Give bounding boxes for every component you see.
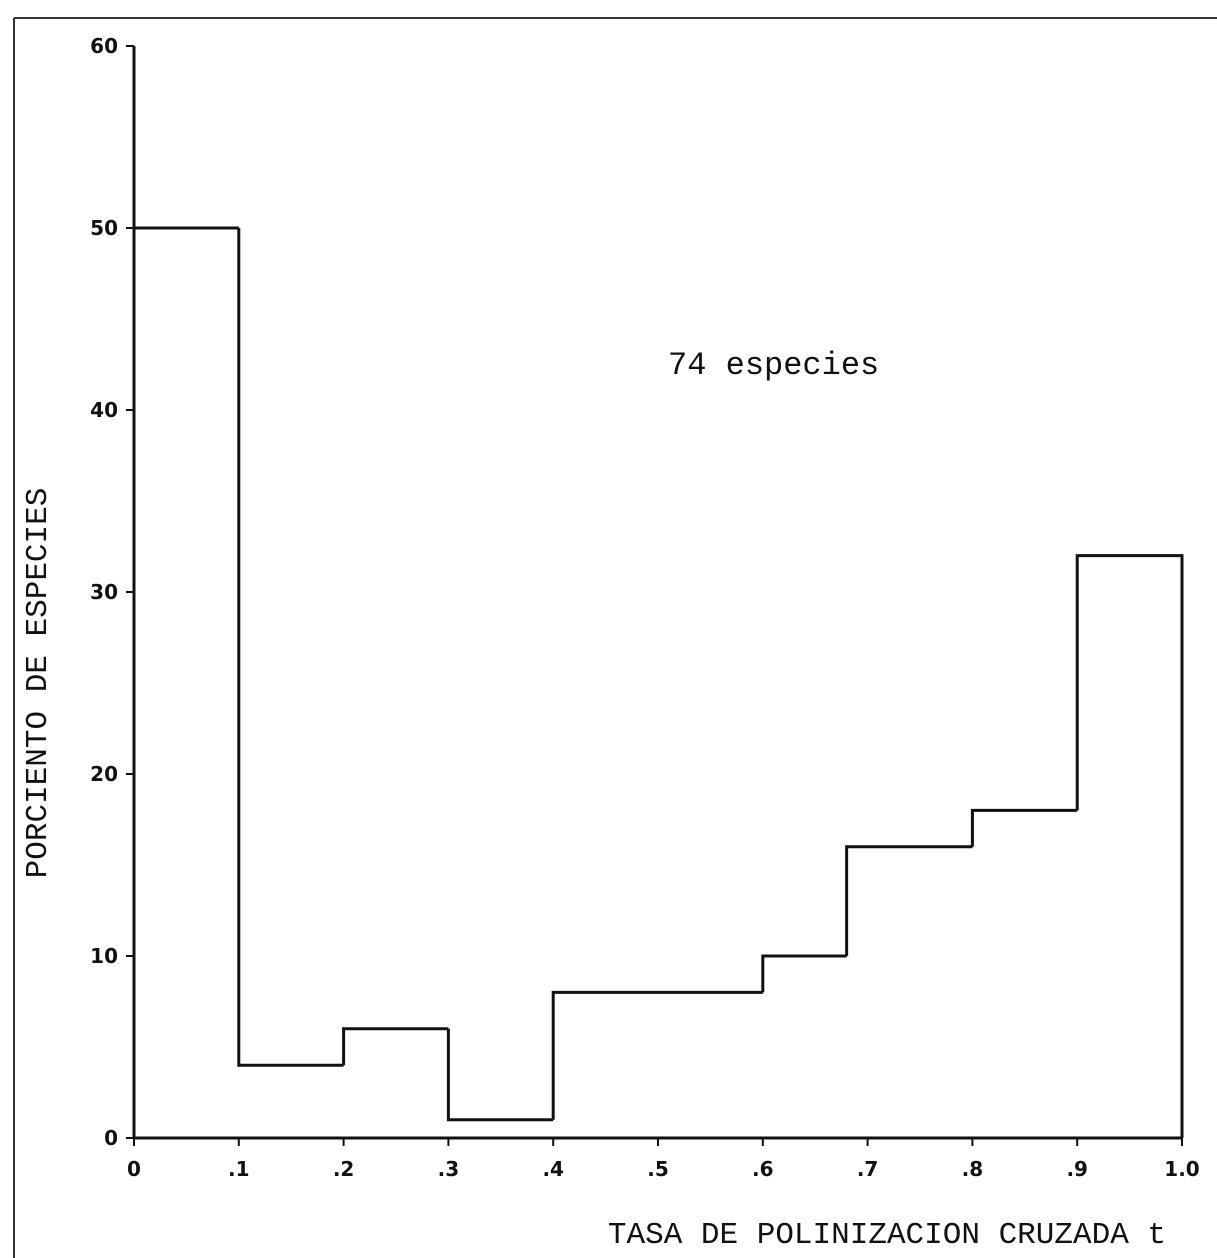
x-tick-label: .9	[1066, 1157, 1088, 1181]
y-axis-title: PORCIENTO DE ESPECIES	[21, 488, 56, 879]
species-count-annotation: 74 especies	[668, 347, 879, 384]
x-tick-label: .3	[438, 1157, 460, 1181]
x-tick-label: .1	[228, 1157, 250, 1181]
x-tick-label: .6	[752, 1157, 774, 1181]
x-tick-label: .7	[857, 1157, 879, 1181]
x-tick-label: .4	[542, 1157, 564, 1181]
x-tick-label: 0	[127, 1157, 141, 1181]
x-tick-label: .2	[333, 1157, 355, 1181]
histogram-bar	[132, 226, 239, 1138]
histogram-bar	[761, 954, 847, 993]
x-tick-label: 1.0	[1164, 1157, 1199, 1181]
y-tick-label: 10	[90, 944, 118, 968]
histogram-bar	[342, 1027, 449, 1066]
x-tick-label: .8	[962, 1157, 984, 1181]
histogram-bar	[970, 808, 1078, 847]
histogram-bar	[845, 845, 973, 956]
histogram-bar	[551, 990, 763, 1120]
y-tick-label: 0	[104, 1126, 118, 1150]
y-tick-label: 20	[90, 762, 118, 786]
y-tick-label: 30	[90, 580, 118, 604]
x-axis-title: TASA DE POLINIZACION CRUZADA t	[608, 1218, 1166, 1253]
histogram-bar	[446, 1028, 554, 1122]
y-tick-label: 40	[90, 398, 118, 422]
axes	[132, 46, 1182, 1140]
histogram-bar	[1075, 554, 1184, 1138]
histogram-bar	[237, 228, 344, 1067]
ticks: 0 10 20 30 40 50 60 0 .1 .2 .3 .4 .5 .6 .7 .8 .9 1.0	[90, 34, 1200, 1181]
x-tick-label: .5	[647, 1157, 669, 1181]
y-tick-label: 60	[90, 34, 118, 58]
histogram-bars	[132, 226, 1184, 1138]
y-tick-label: 50	[90, 216, 118, 240]
